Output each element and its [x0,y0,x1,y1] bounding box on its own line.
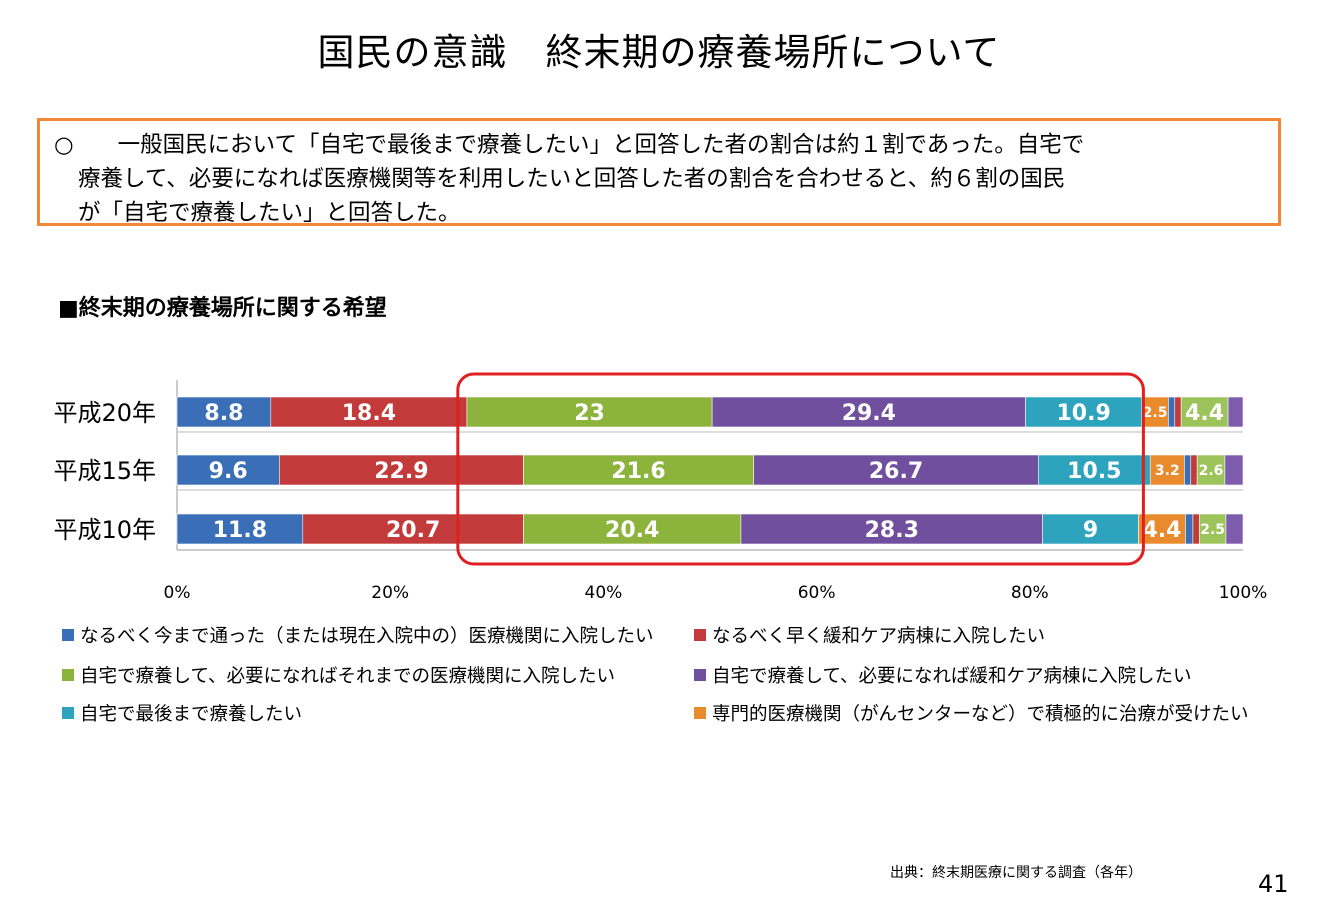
data-label: 3.2 [1155,463,1180,479]
legend-label: 自宅で最後まで療養したい [80,704,303,725]
stacked-bar-chart: 平成20年 8.8 18.4 23 29.4 10.9 2.5 4.4 平成15年 9.6 22.9… [53,372,1268,603]
x-tick-label: 0% [164,583,191,603]
legend-label: 自宅で療養して、必要になればそれまでの医療機関に入院したい [80,666,616,687]
legend-swatch [62,629,74,641]
bar-segment [1025,396,1143,428]
legend-label: なるべく早く緩和ケア病棟に入院したい [712,626,1046,647]
chart-title: ■終末期の療養場所に関する希望 [58,296,387,321]
summary-line-3: が「自宅で療養したい」と回答した。 [78,200,461,226]
data-label: 4.4 [1142,518,1181,543]
bar-segment [176,396,272,428]
bar-segment [740,513,1043,545]
bar-segment [1149,454,1185,486]
x-tick-label: 40% [585,583,623,603]
data-label: 9.6 [209,459,248,484]
category-label: 平成20年 [53,399,156,427]
legend-item-0: なるべく今まで通った（または現在入院中の）医療機関に入院したい [62,622,654,648]
bar-segment [1141,396,1169,428]
legend-label: なるべく今まで通った（または現在入院中の）医療機関に入院したい [80,626,654,647]
data-label: 29.4 [842,401,896,426]
summary-box: ○ 一般国民において「自宅で最後まで療養したい」と回答した者の割合は約１割であった… [37,118,1281,226]
bar-segment [1168,396,1176,428]
bar-segment [711,396,1026,428]
legend-swatch [694,629,706,641]
category-label: 平成15年 [53,457,156,485]
data-label: 8.8 [204,401,243,426]
data-label: 10.9 [1056,401,1110,426]
legend-item-2: 自宅で療養して、必要になればそれまでの医療機関に入院したい [62,662,615,688]
bar-segment [1198,513,1227,545]
x-tick-label: 80% [1011,583,1049,603]
data-label: 21.6 [611,459,665,484]
bar-segment [1192,513,1200,545]
bar-segment [1138,513,1186,545]
legend-label: 自宅で療養して、必要になれば緩和ケア病棟に入院したい [712,666,1192,687]
category-label: 平成10年 [53,516,156,544]
x-tick-label: 100% [1219,583,1268,603]
bar-segment [1196,454,1226,486]
bar-segment [466,396,713,428]
source-note: 出典：終末期医療に関する調査（各年） [890,865,1142,881]
page-title: 国民の意識 終末期の療養場所について [317,31,1001,74]
page-number: 41 [1258,870,1289,898]
data-label: 9 [1083,518,1098,543]
bar-segment [1042,513,1139,545]
bar-segment [1174,396,1182,428]
legend-swatch [694,669,706,681]
bar-segment [1225,513,1244,545]
bar-segment [302,513,524,545]
legend-item-5: 専門的医療機関（がんセンターなど）で積極的に治療が受けたい [694,700,1249,726]
legend-item-4: 自宅で最後まで療養したい [62,700,302,726]
bar-segment [753,454,1039,486]
data-label: 20.7 [386,518,440,543]
legend-swatch [694,707,706,719]
bar-segment [1224,454,1244,486]
bar-segment [279,454,524,486]
legend-swatch [62,669,74,681]
bar-segment [1038,454,1151,486]
summary-text-1: 一般国民において「自宅で最後まで療養したい」と回答した者の割合は約１割であった。… [117,132,1085,158]
bullet: ○ [54,132,74,158]
highlight-box [456,372,1145,566]
data-label: 11.8 [213,518,267,543]
legend-item-3: 自宅で療養して、必要になれば緩和ケア病棟に入院したい [694,662,1192,688]
data-label: 18.4 [342,401,396,426]
legend-label: 専門的医療機関（がんセンターなど）で積極的に治療が受けたい [712,704,1249,725]
data-label: 23 [574,401,605,426]
data-label: 10.5 [1067,459,1121,484]
data-label: 2.5 [1200,522,1225,538]
bar-segment [1227,396,1244,428]
summary-line-1: ○ 一般国民において「自宅で最後まで療養したい」と回答した者の割合は約１割であった… [54,128,1268,162]
bar-segment [270,396,468,428]
data-label: 2.6 [1199,463,1224,479]
bar-segment [523,454,755,486]
x-tick-label: 60% [798,583,836,603]
data-label: 28.3 [865,518,919,543]
legend-swatch [62,707,74,719]
legend-item-1: なるべく早く緩和ケア病棟に入院したい [694,622,1045,648]
data-label: 2.5 [1143,405,1168,421]
bar-segment [1190,454,1198,486]
bar-segment [1184,454,1192,486]
data-label: 20.4 [605,518,659,543]
data-label: 26.7 [869,459,923,484]
data-label: 22.9 [374,459,428,484]
bar-segment [1185,513,1194,545]
x-tick-label: 20% [371,583,409,603]
summary-line-2: 療養して、必要になれば医療機関等を利用したいと回答した者の割合を合わせると、約６… [78,166,1066,192]
data-label: 4.4 [1185,401,1224,426]
